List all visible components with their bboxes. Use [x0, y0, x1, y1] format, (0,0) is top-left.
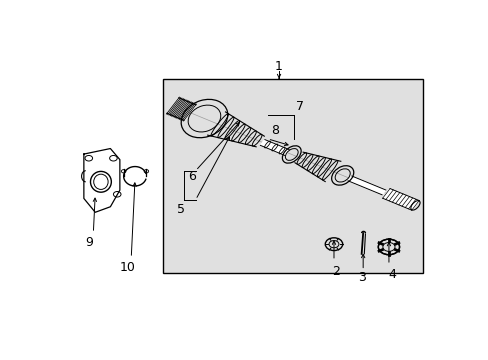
Text: 3: 3: [358, 271, 366, 284]
Bar: [163, 79, 422, 273]
Polygon shape: [260, 140, 288, 156]
Polygon shape: [382, 189, 418, 210]
Text: 9: 9: [85, 236, 93, 249]
Polygon shape: [84, 149, 120, 212]
Text: 6: 6: [187, 170, 195, 183]
Text: 10: 10: [119, 261, 135, 274]
Polygon shape: [347, 176, 385, 195]
Text: 8: 8: [271, 124, 279, 137]
Text: 2: 2: [331, 265, 339, 278]
Polygon shape: [166, 98, 196, 120]
Text: 5: 5: [176, 203, 184, 216]
Text: 1: 1: [275, 60, 283, 73]
Text: 4: 4: [388, 268, 396, 281]
Text: 7: 7: [295, 100, 303, 113]
